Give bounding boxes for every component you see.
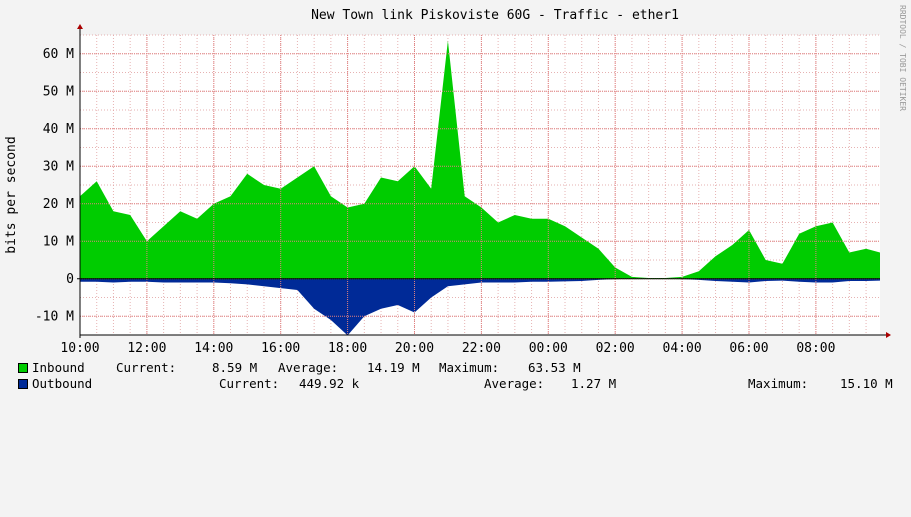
legend-row-outbound: Outbound Current: 449.92 k Average: 1.27… [18,377,893,391]
x-tick-label: 20:00 [395,341,434,356]
x-tick-label: 00:00 [529,341,568,356]
y-tick-label: 0 [66,272,74,287]
x-tick-label: 06:00 [729,341,768,356]
y-tick-label: 20 M [43,197,74,212]
legend-inbound-current-label: Current: [116,360,177,375]
x-tick-label: 08:00 [796,341,835,356]
traffic-graph: 60 M 50 M 40 M 30 M 20 M 10 M 0 -10 M 10:00 12:00… [4,5,907,391]
legend-outbound-current-label: Current: [219,376,280,391]
x-tick-label: 14:00 [194,341,233,356]
y-tick-label: 40 M [43,122,74,137]
y-tick-label: 50 M [43,84,74,99]
legend-outbound-name: Outbound [32,376,93,391]
legend-inbound-average: 14.19 M [367,360,420,375]
x-tick-label: 10:00 [60,341,99,356]
series-inbound-area [80,40,880,279]
legend-inbound-current: 8.59 M [212,360,258,375]
legend-outbound-average-label: Average: [484,376,545,391]
y-tick-label: -10 M [35,309,74,324]
legend-outbound-current: 449.92 k [299,376,360,391]
legend-inbound-maximum: 63.53 M [528,360,581,375]
traffic-chart: 60 M 50 M 40 M 30 M 20 M 10 M 0 -10 M 10:00 12:00… [4,5,907,356]
y-axis-label: bits per second [4,136,19,253]
legend-outbound-average: 1.27 M [571,376,617,391]
legend-outbound-maximum-label: Maximum: [748,376,809,391]
legend-inbound-maximum-label: Maximum: [439,360,500,375]
x-tick-label: 16:00 [261,341,300,356]
x-axis-arrow [886,332,891,338]
y-axis-arrow [77,24,83,29]
y-tick-label: 30 M [43,159,74,174]
chart-title: New Town link Piskoviste 60G - Traffic -… [311,8,679,23]
inbound-swatch [18,363,28,373]
x-tick-label: 04:00 [663,341,702,356]
legend-inbound-average-label: Average: [278,360,339,375]
watermark: RRDTOOL / TOBI OETIKER [898,5,907,111]
x-tick-label: 02:00 [596,341,635,356]
y-tick-label: 10 M [43,234,74,249]
legend-row-inbound: Inbound Current: 8.59 M Average: 14.19 M… [18,361,581,375]
outbound-swatch [18,379,28,389]
y-tick-label: 60 M [43,47,74,62]
legend-inbound-name: Inbound [32,360,85,375]
x-tick-label: 22:00 [462,341,501,356]
x-tick-label: 12:00 [127,341,166,356]
x-tick-label: 18:00 [328,341,367,356]
legend-outbound-maximum: 15.10 M [840,376,893,391]
